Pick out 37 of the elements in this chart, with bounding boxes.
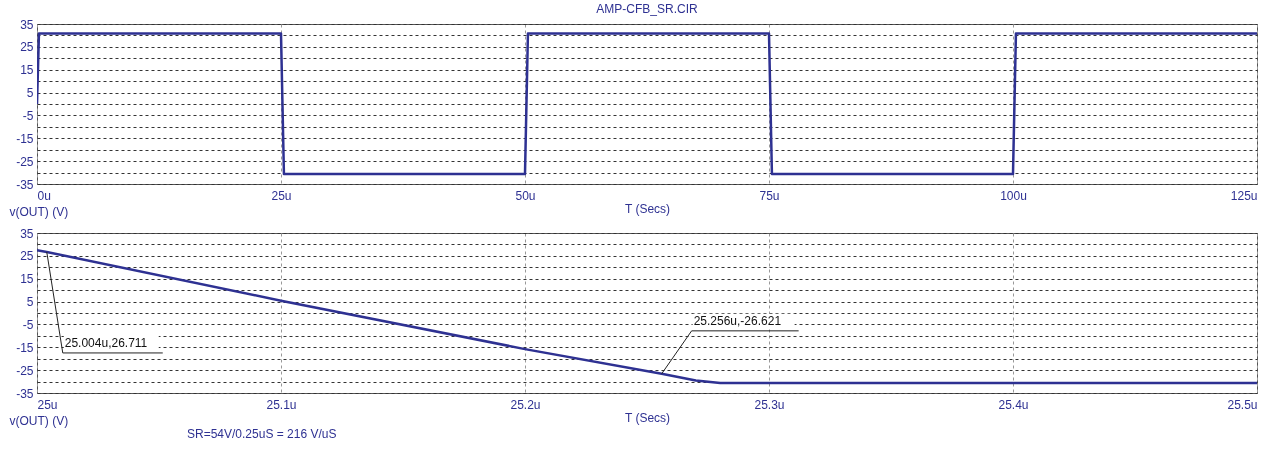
x-tick-label: 50u: [515, 188, 536, 203]
y-tick-label: 35: [20, 226, 34, 241]
x-tick-label: 25.3u: [754, 397, 785, 412]
y-tick-label: 15: [20, 63, 34, 78]
text: SR=54V/0.25uS = 216 V/uS: [187, 427, 337, 441]
x-tick-label: 100u: [1000, 188, 1027, 203]
y-tick-label: -35: [16, 386, 34, 401]
x-tick-label: 0u: [37, 188, 51, 203]
y-tick-label: -5: [22, 317, 34, 332]
y-tick-label: 25: [20, 40, 34, 55]
x-tick-label: 25u: [37, 397, 58, 412]
y-tick-label: -15: [16, 340, 34, 355]
y-tick-label: 35: [20, 17, 34, 32]
y-tick-label: 5: [26, 86, 34, 101]
x-tick-label: 25.2u: [510, 397, 541, 412]
line-series: [37, 248, 1257, 385]
y-tick-label: 5: [26, 295, 34, 310]
y-tick-label: -15: [16, 131, 34, 146]
x-tick-label: 25.1u: [266, 397, 297, 412]
y-tick-label: -35: [16, 177, 34, 192]
x-tick-label: 25.4u: [998, 397, 1029, 412]
y-tick-label: 25: [20, 249, 34, 264]
y-tick-label: 15: [20, 272, 34, 287]
x-axis-title: T (Secs): [624, 410, 671, 425]
x-axis-title: T (Secs): [624, 201, 671, 216]
annotation: 25.256u,-26.621: [693, 313, 782, 328]
x-tick-label: 25.5u: [1227, 397, 1258, 412]
x-tick-label: 75u: [759, 188, 780, 203]
y-axis-title: v(OUT) (V): [9, 204, 69, 219]
x-tick-label: 125u: [1230, 188, 1258, 203]
x-tick-label: 25u: [271, 188, 292, 203]
y-axis-title: v(OUT) (V): [9, 413, 69, 428]
annotation: 25.004u,26.711: [64, 335, 148, 350]
y-tick-label: -25: [16, 363, 34, 378]
y-tick-label: -25: [16, 154, 34, 169]
y-tick-label: -5: [22, 108, 34, 123]
chart-title: AMP-CFB_SR.CIR: [596, 2, 699, 16]
